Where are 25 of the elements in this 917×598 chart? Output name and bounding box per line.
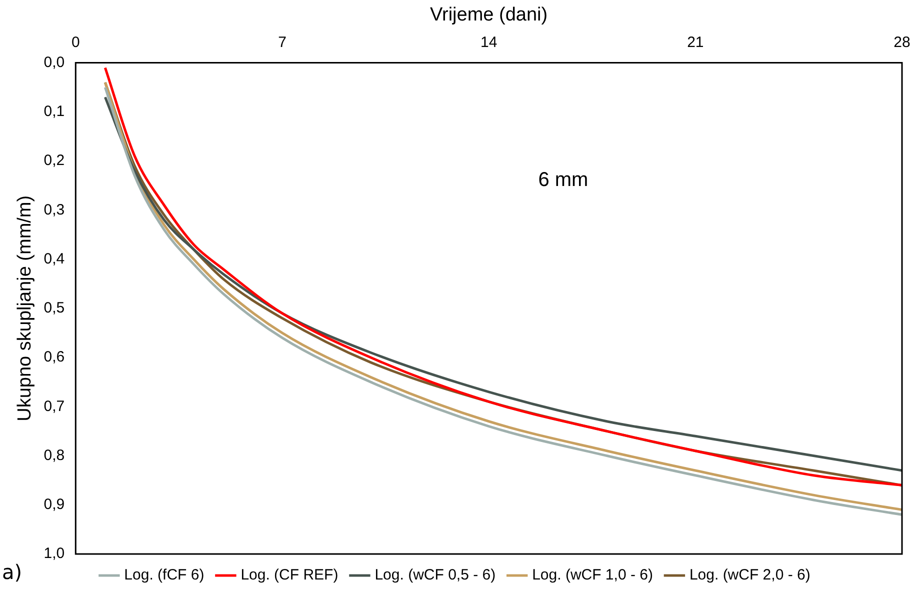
y-tick-label: 0,5 [44,300,65,317]
legend-label: Log. (wCF 2,0 - 6) [689,566,810,584]
y-tick-label: 1,0 [44,545,65,562]
y-axis-title: Ukupno skupljanje (mm/m) [14,195,36,422]
x-tick-label: 28 [894,34,910,51]
y-tick-label: 0,2 [44,152,65,170]
x-tick-label: 0 [71,34,80,51]
legend-label: Log. (CF REF) [240,566,338,584]
x-tick-label: 7 [278,34,286,51]
legend-label: Log. (wCF 0,5 - 6) [374,566,496,584]
x-axis-title: Vrijeme (dani) [430,4,548,26]
y-tick-label: 0,1 [44,103,65,120]
y-tick-label: 0,3 [44,201,65,218]
y-tick-label: 0,4 [44,250,65,268]
legend-label: Log. (fCF 6) [124,566,204,584]
x-tick-label: 14 [480,34,498,51]
x-tick-label: 21 [687,34,704,51]
y-tick-label: 0,6 [44,348,65,366]
y-tick-label: 0,9 [44,496,65,514]
y-tick-label: 0,0 [44,54,65,71]
legend-label: Log. (wCF 1,0 - 6) [532,566,653,584]
y-tick-label: 0,8 [44,446,65,464]
y-tick-label: 0,7 [44,398,65,415]
text: a) [2,560,22,584]
annotation: 6 mm [538,169,588,192]
